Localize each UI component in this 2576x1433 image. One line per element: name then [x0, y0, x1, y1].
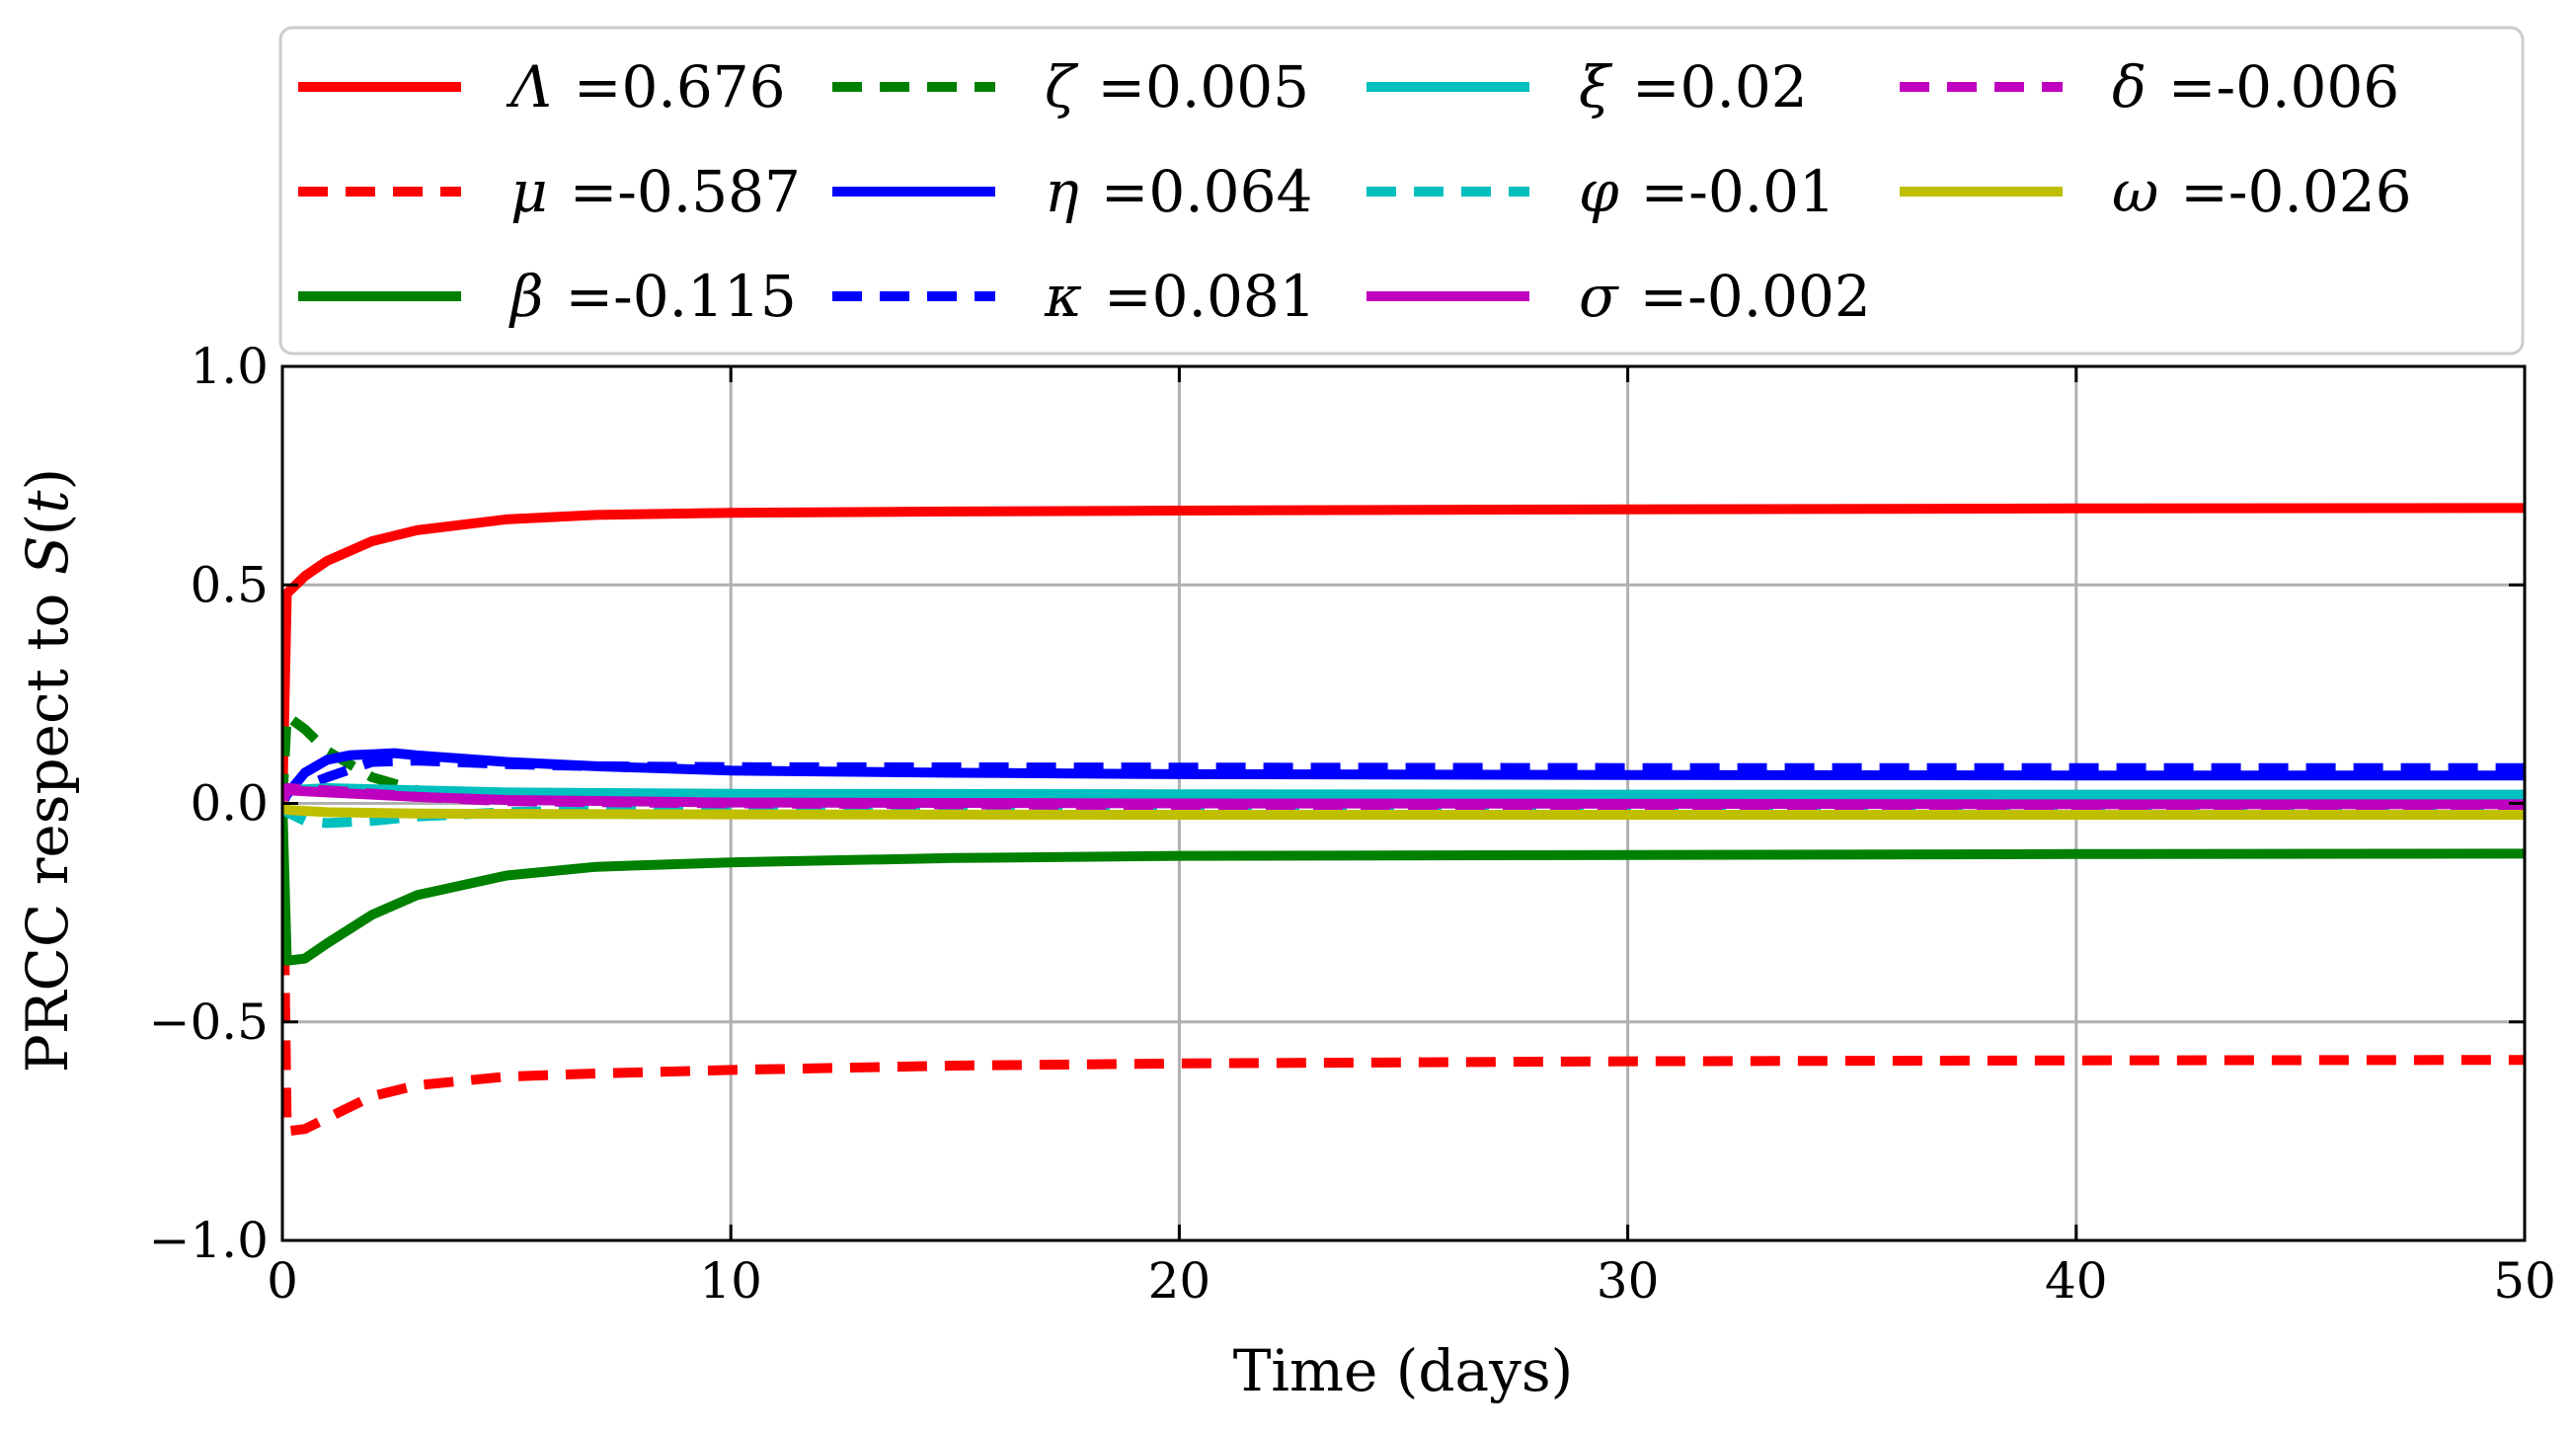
series-line-9 — [282, 783, 2525, 812]
series-line-0 — [282, 503, 2525, 804]
series-line-10 — [282, 800, 2525, 820]
series-group — [282, 503, 2525, 1137]
x-tick-label: 40 — [2045, 1252, 2108, 1310]
series-line-1 — [282, 803, 2525, 1137]
legend-box — [278, 26, 2525, 356]
legend-entry-4: η =0.064 — [1045, 158, 1312, 225]
series-line-5 — [282, 756, 2525, 806]
legend-entry-9: δ =-0.006 — [2112, 53, 2399, 120]
x-axis-label: Time (days) — [1233, 1337, 1574, 1404]
legend-entry-0: Λ =0.676 — [506, 53, 786, 120]
x-tick-label: 30 — [1597, 1252, 1660, 1310]
legend-entry-7: φ =-0.01 — [1579, 158, 1835, 225]
plot-area — [282, 366, 2525, 1240]
y-tick-label: −0.5 — [149, 994, 269, 1051]
legend-entry-1: μ =-0.587 — [510, 158, 801, 225]
y-tick-label: 0.0 — [190, 775, 269, 833]
y-tick-label: 0.5 — [190, 556, 269, 613]
x-tick-label: 0 — [267, 1252, 298, 1310]
x-tick-label: 10 — [699, 1252, 762, 1310]
legend: Λ =0.676 μ =-0.587 β =-0.115 ζ =0.005 η =0.064 κ =0… — [278, 26, 2525, 356]
y-axis-label: PRCC respect to S(t) — [14, 468, 81, 1073]
series-line-2 — [282, 803, 2525, 966]
x-tick-label: 20 — [1148, 1252, 1211, 1310]
legend-entry-5: κ =0.081 — [1044, 263, 1316, 330]
legend-entry-6: ξ =0.02 — [1579, 53, 1808, 120]
axes: 0 10 20 30 40 50 −1.0 −0.5 0.0 0.5 1.0 — [149, 338, 2556, 1310]
x-tick-label: 50 — [2493, 1252, 2556, 1310]
y-tick-label: 1.0 — [190, 338, 269, 395]
legend-entry-10: ω =-0.026 — [2112, 158, 2412, 225]
legend-entry-2: β =-0.115 — [508, 263, 797, 330]
legend-entry-8: σ =-0.002 — [1579, 263, 1871, 330]
y-tick-label: −1.0 — [149, 1212, 269, 1269]
legend-entry-3: ζ =0.005 — [1045, 53, 1309, 120]
